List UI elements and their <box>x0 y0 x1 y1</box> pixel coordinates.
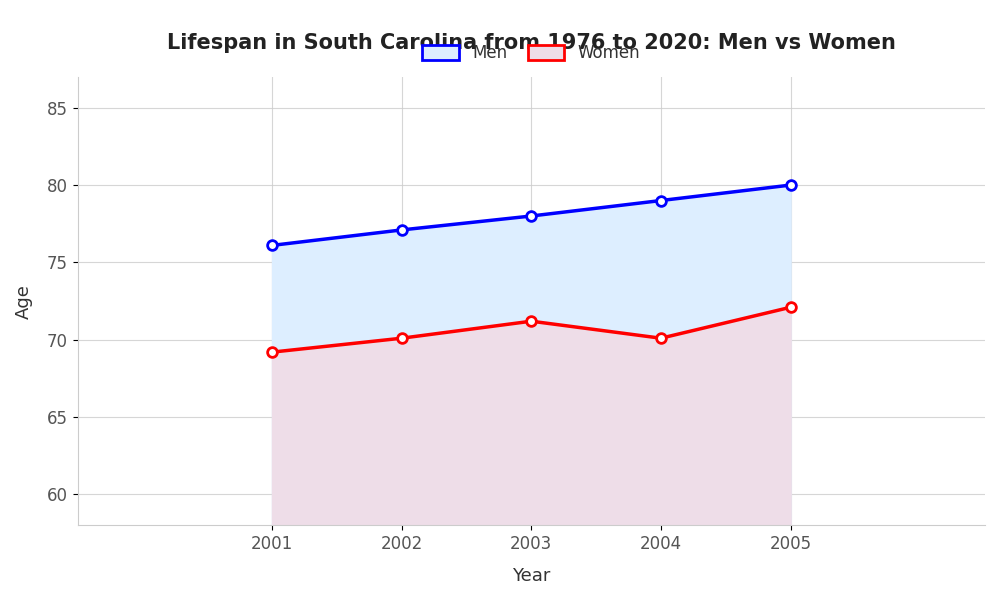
Title: Lifespan in South Carolina from 1976 to 2020: Men vs Women: Lifespan in South Carolina from 1976 to … <box>167 33 896 53</box>
Y-axis label: Age: Age <box>15 284 33 319</box>
Legend: Men, Women: Men, Women <box>414 36 649 70</box>
X-axis label: Year: Year <box>512 567 550 585</box>
